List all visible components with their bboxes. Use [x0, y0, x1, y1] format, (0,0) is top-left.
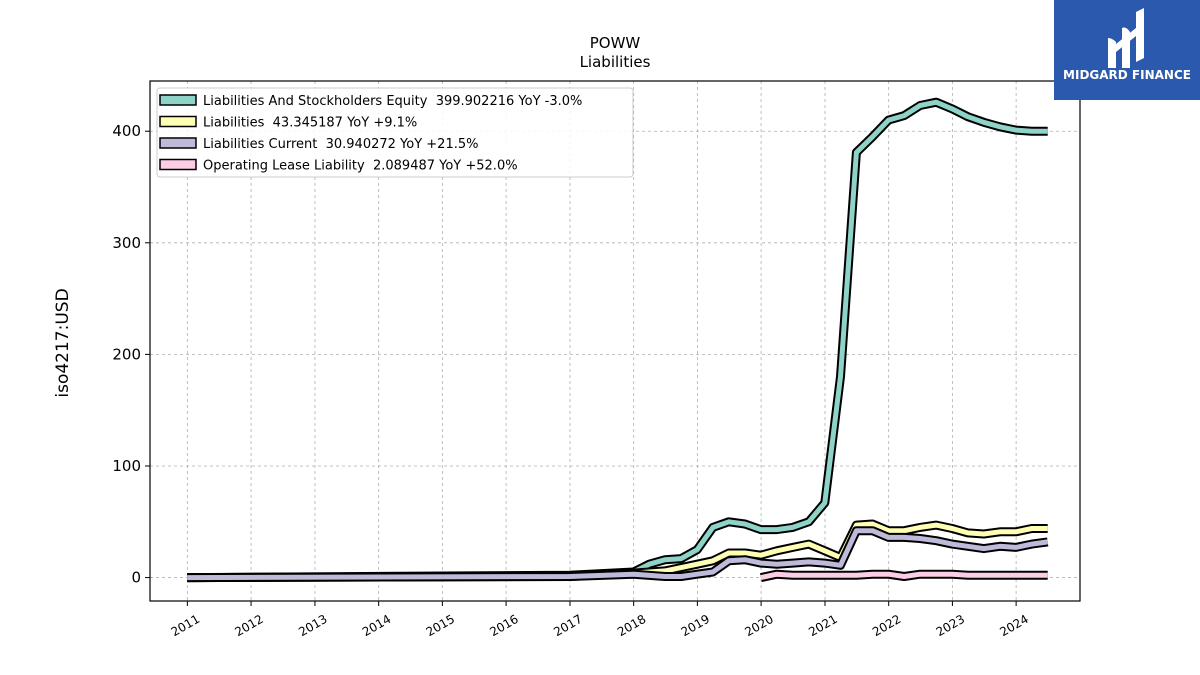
- series-liabilities-and-stockholders-equity: [187, 97, 1048, 583]
- x-tick-label: 2019: [679, 612, 712, 639]
- legend-swatch: [159, 158, 197, 171]
- y-tick-label: 100: [112, 457, 141, 475]
- legend-box: [156, 87, 634, 178]
- y-tick-label: 200: [112, 345, 141, 363]
- legend-label: Liabilities 43.345187 YoY +9.1%: [203, 116, 417, 131]
- x-tick-label: 2017: [551, 612, 584, 639]
- legend-swatch: [159, 94, 197, 106]
- y-tick-label: 400: [112, 122, 141, 140]
- legend-swatch: [159, 115, 197, 128]
- x-tick-label: 2024: [997, 612, 1030, 639]
- x-tick-label: 2014: [360, 612, 393, 639]
- y-axis-label: iso4217:USD: [53, 288, 73, 397]
- brand-logo: MIDGARD FINANCE: [1054, 0, 1200, 100]
- x-tick-label: 2023: [934, 612, 967, 639]
- series-line: [760, 571, 1048, 581]
- series-line-outline: [187, 519, 1048, 583]
- series-line: [187, 99, 1048, 581]
- legend-item: Liabilities Current 30.940272 YoY +21.5%: [159, 137, 478, 152]
- chart-subtitle: Liabilities: [580, 53, 651, 71]
- legend-item: Liabilities And Stockholders Equity 399.…: [159, 94, 582, 109]
- y-tick-label: 300: [112, 234, 141, 252]
- grid: [150, 81, 1080, 601]
- x-tick-label: 2021: [806, 612, 839, 639]
- y-tick-label: 0: [131, 569, 141, 587]
- series-layer: [187, 97, 1049, 583]
- series-line: [187, 528, 1049, 581]
- x-tick-label: 2015: [424, 612, 457, 639]
- x-tick-label: 2012: [232, 612, 265, 639]
- midgard-logo-icon: [1108, 8, 1144, 68]
- legend: Liabilities And Stockholders Equity 399.…: [156, 87, 634, 178]
- legend-label: Operating Lease Liability 2.089487 YoY +…: [203, 159, 518, 174]
- x-tick-label: 2011: [169, 612, 202, 639]
- legend-label: Liabilities Current 30.940272 YoY +21.5%: [203, 137, 478, 152]
- legend-item: Liabilities 43.345187 YoY +9.1%: [159, 115, 417, 131]
- series-operating-lease-liability: [759, 569, 1048, 583]
- x-tick-label: 2013: [296, 612, 329, 639]
- legend-swatch: [159, 137, 197, 149]
- x-tick-label: 2016: [487, 612, 520, 639]
- legend-label: Liabilities And Stockholders Equity 399.…: [203, 94, 582, 109]
- series-liabilities: [187, 519, 1048, 583]
- x-tick-label: 2022: [870, 612, 903, 639]
- brand-name: MIDGARD FINANCE: [1063, 68, 1191, 82]
- series-liabilities-current: [187, 526, 1049, 583]
- plot-frame: [149, 80, 1081, 602]
- ticks: 0 100 200 300 400 2011 2012 2013 2014 2015 2016 201…: [112, 122, 1030, 639]
- x-tick-label: 2018: [615, 612, 648, 639]
- x-tick-label: 2020: [742, 612, 775, 639]
- chart-title: POWW: [590, 34, 641, 52]
- legend-item: Operating Lease Liability 2.089487 YoY +…: [159, 158, 518, 174]
